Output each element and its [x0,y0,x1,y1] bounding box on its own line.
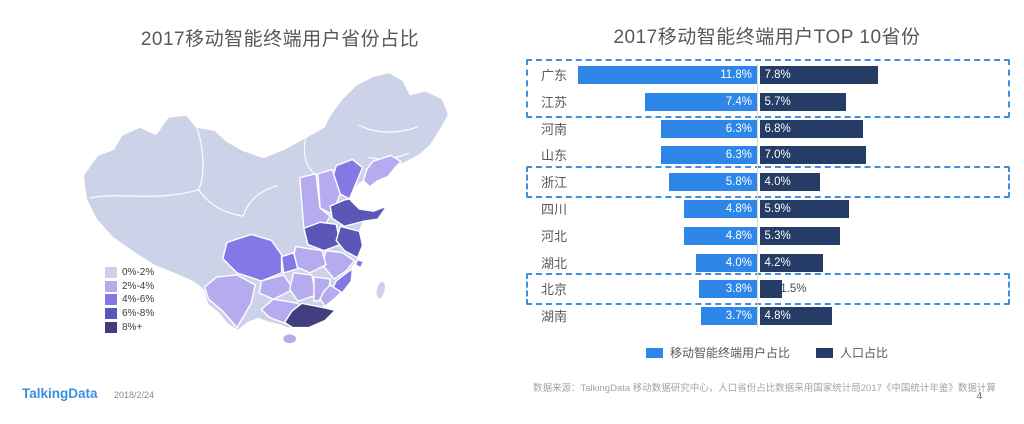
bar-row: 湖北 4.0% 4.2% [520,250,1014,277]
map-legend-swatch [105,267,117,279]
bar-legend-swatch [645,347,663,358]
pop-share-bar: 4.0% [759,173,821,192]
map-region-sichuan [222,233,283,282]
user-share-bar: 6.3% [661,146,757,165]
map-region-shandong [329,198,388,228]
map-region-liaoning [362,154,402,188]
province-label: 浙江 [541,175,568,191]
map-legend-row: 8%+ [105,320,154,334]
map-legend: 0%-2% 2%-4% 4%-6% 6%-8% 8%+ [105,266,154,334]
highlight-box [526,59,1010,118]
map-legend-swatch [105,294,117,306]
map-legend-row: 2%-4% [105,280,154,294]
center-axis-line [757,64,758,328]
province-label: 河南 [541,121,568,137]
bar-row: 河北 4.8% 5.3% [520,223,1014,250]
pop-share-bar: 7.8% [759,66,879,84]
map-legend-row: 0%-2% [105,266,154,280]
user-share-bar: 6.3% [661,119,757,138]
map-region-hainan [281,332,298,345]
pop-share-bar: 4.8% [759,307,833,326]
province-label: 广东 [541,68,568,83]
map-region-yunnan [203,274,256,329]
map-region-shanghai [354,259,365,269]
map-legend-swatch [105,280,117,292]
footer-date: 2018/2/24 [114,390,155,400]
bar-row: 广东 11.8% 7.8% [520,62,1014,89]
province-label: 湖北 [541,255,568,271]
bar-legend-label: 人口占比 [840,346,889,360]
bar-row: 四川 4.8% 5.9% [520,196,1014,223]
province-label: 江苏 [541,94,568,110]
bar-legend-swatch [816,347,833,358]
source-note: 数据来源：TalkingData 移动数据研究中心，人口省份占比数据采用国家统计… [533,383,996,394]
map-legend-label: 6%-8% [122,308,155,320]
pop-share-bar: 7.0% [759,146,866,165]
map-region-guangdong [283,302,336,329]
bar-chart-legend: 移动智能终端用户占比 人口占比 [520,344,1014,361]
pop-share-outside-label: 1.5% [780,283,807,296]
user-share-bar: 4.8% [684,200,757,218]
pop-share-bar: 5.9% [759,200,850,218]
map-region-jiangsu [335,225,364,259]
map-region-chongqing [280,251,299,274]
highlight-box [526,166,1010,198]
talkingdata-logo: TalkingData [22,386,98,401]
map-legend-row: 6%-8% [105,307,154,321]
page-number: 4 [976,391,982,402]
province-label: 河北 [541,228,568,244]
map-legend-label: 0%-2% [122,267,155,279]
map-legend-swatch [105,308,117,320]
bar-row: 河南 6.3% 6.8% [520,116,1014,143]
user-share-bar: 7.4% [644,92,757,111]
bar-row: 江苏 7.4% 5.7% [520,89,1014,116]
map-legend-label: 2%-4% [122,280,155,292]
province-label: 湖南 [541,309,568,325]
map-legend-swatch [105,321,117,333]
pop-share-bar [759,280,783,299]
user-share-bar: 5.8% [668,173,757,192]
pop-share-bar: 5.3% [759,226,841,245]
bar-legend-item: 人口占比 [816,344,888,361]
map-region-guizhou [258,274,295,300]
user-share-bar: 3.8% [699,280,757,299]
user-share-bar: 4.0% [696,253,757,272]
highlight-box [526,273,1010,306]
pop-share-bar: 5.7% [759,92,847,111]
bar-row: 北京 3.8% 1.5% [520,276,1014,303]
bar-row: 浙江 5.8% 4.0% [520,169,1014,196]
province-label: 山东 [541,148,568,164]
map-legend-label: 4%-6% [122,294,155,306]
user-share-bar: 11.8% [577,66,757,84]
china-map [82,71,450,345]
province-label: 北京 [541,282,568,298]
map-legend-label: 8%+ [122,321,143,333]
map-region-taiwan [375,280,387,300]
user-share-bar: 3.7% [700,307,757,326]
map-legend-row: 4%-6% [105,293,154,307]
bar-row: 山东 6.3% 7.0% [520,142,1014,169]
user-share-bar: 4.8% [684,226,757,245]
map-region-hunan [288,272,317,302]
bar-chart: 广东 11.8% 7.8% 江苏 7.4% 5.7% 河南 6.3% 6.8% 山东 6.3% 7.0… [520,59,1014,330]
bar-legend-label: 移动智能终端用户占比 [669,346,790,360]
bar-chart-title: 2017移动智能终端用户TOP 10省份 [613,27,921,48]
bar-row: 湖南 3.7% 4.8% [520,303,1014,330]
western-province-borders [89,124,418,217]
pop-share-bar: 4.2% [759,253,824,272]
province-label: 四川 [541,202,568,217]
map-region-fujian [319,284,342,308]
pop-share-bar: 6.8% [759,119,863,138]
bar-legend-item: 移动智能终端用户占比 [645,344,790,361]
map-chart-title: 2017移动智能终端用户省份占比 [140,29,420,50]
